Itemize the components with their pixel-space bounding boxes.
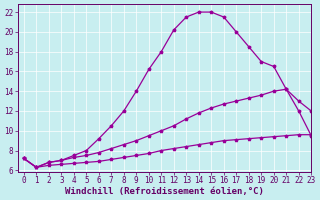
X-axis label: Windchill (Refroidissement éolien,°C): Windchill (Refroidissement éolien,°C) xyxy=(65,187,264,196)
